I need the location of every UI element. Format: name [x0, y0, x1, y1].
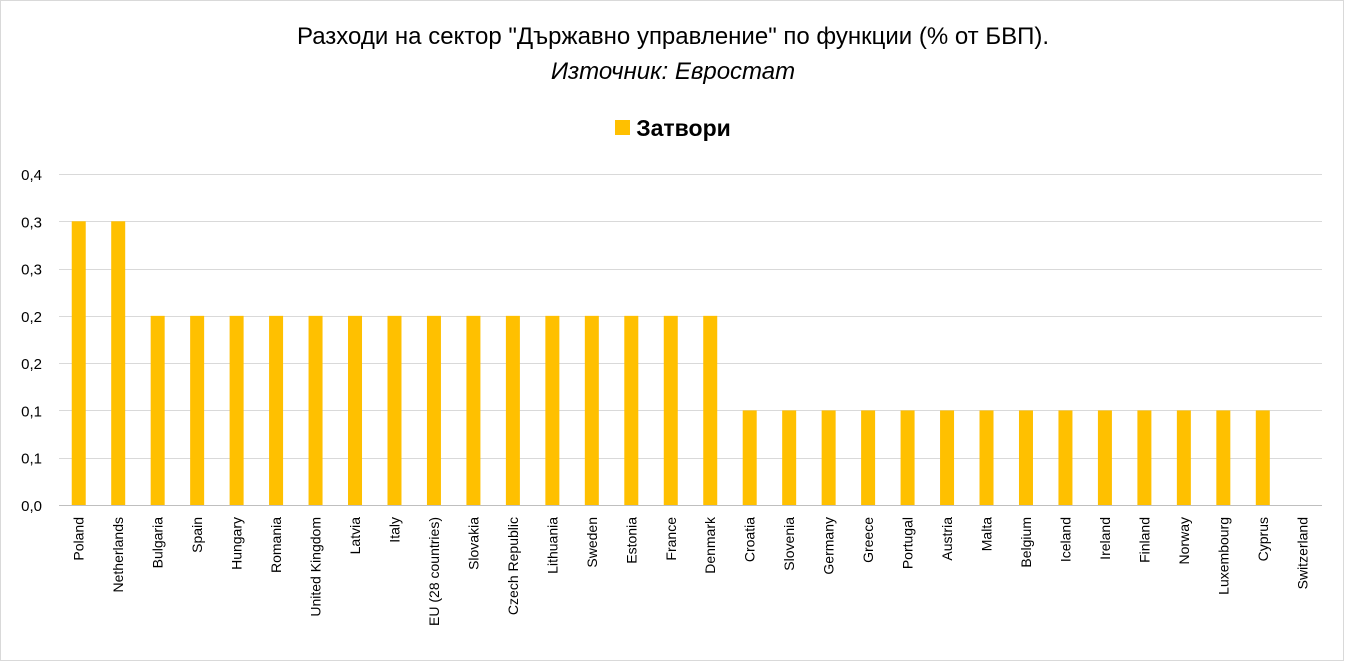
x-tick-label: Portugal [900, 517, 916, 569]
bar [861, 410, 876, 505]
x-tick-label: Ireland [1097, 517, 1113, 560]
x-tick-label: Finland [1136, 517, 1152, 563]
bar [1097, 410, 1112, 505]
y-tick-label: 0,0 [21, 498, 42, 515]
bar [150, 315, 165, 505]
bar [545, 315, 560, 505]
bar [979, 410, 994, 505]
bars [71, 221, 1270, 506]
bar [742, 410, 757, 505]
x-tick-label: Estonia [623, 517, 639, 564]
chart-subtitle: Източник: Евростат [550, 58, 796, 85]
bar [703, 315, 718, 505]
x-tick-label: Croatia [742, 517, 758, 562]
bar [190, 315, 205, 505]
x-tick-label: Austria [939, 517, 955, 561]
x-tick-label: Belgium [1018, 517, 1034, 568]
x-tick-label: Cyprus [1255, 517, 1271, 561]
y-axis-ticks: 0,0 0,1 0,1 0,2 0,2 0,3 0,3 0,4 [21, 167, 42, 515]
y-tick-label: 0,2 [21, 309, 42, 326]
bar [111, 221, 126, 506]
x-tick-label: Italy [386, 517, 402, 543]
x-tick-label: Norway [1176, 517, 1192, 564]
bar [1018, 410, 1033, 505]
y-tick-label: 0,4 [21, 167, 42, 184]
legend-swatch [615, 120, 631, 135]
bar [1058, 410, 1073, 505]
x-tick-label: United Kingdom [308, 517, 324, 617]
bar [782, 410, 797, 505]
x-axis-labels: Poland Netherlands Bulgaria Spain Hungary Rom… [71, 516, 1311, 626]
x-tick-label: France [663, 517, 679, 561]
bar [1255, 410, 1270, 505]
bar [466, 315, 481, 505]
x-tick-label: Sweden [584, 517, 600, 568]
bar [1176, 410, 1191, 505]
x-tick-label: Hungary [229, 517, 245, 570]
x-tick-label: Latvia [347, 517, 363, 555]
bar [1137, 410, 1152, 505]
y-tick-label: 0,3 [21, 262, 42, 279]
x-tick-label: Denmark [702, 516, 718, 574]
y-tick-label: 0,3 [21, 214, 42, 231]
x-tick-label: Czech Republic [505, 517, 521, 615]
x-tick-label: Slovakia [465, 517, 481, 570]
x-tick-label: Slovenia [781, 517, 797, 571]
bar [624, 315, 639, 505]
x-tick-label: Greece [860, 517, 876, 563]
chart-legend: Затвори [0, 115, 1346, 141]
bar [663, 315, 678, 505]
y-tick-label: 0,1 [21, 451, 42, 468]
x-tick-label: Iceland [1057, 517, 1073, 562]
x-tick-label: EU (28 countries) [426, 517, 442, 626]
x-tick-label: Poland [71, 517, 87, 561]
x-tick-label: Lithuania [544, 517, 560, 574]
x-tick-label: Luxembourg [1215, 517, 1231, 595]
x-tick-label: Malta [979, 517, 995, 551]
y-tick-label: 0,2 [21, 356, 42, 373]
bar [940, 410, 955, 505]
bar [1216, 410, 1231, 505]
y-tick-label: 0,1 [21, 403, 42, 420]
chart-title: Разходи на сектор "Държавно управление" … [297, 23, 1049, 50]
x-tick-label: Bulgaria [150, 517, 166, 569]
legend-label: Затвори [636, 115, 731, 141]
x-tick-label: Germany [821, 517, 837, 575]
bar [308, 315, 323, 505]
bar [348, 315, 363, 505]
bar [584, 315, 599, 505]
bar [821, 410, 836, 505]
bar [269, 315, 284, 505]
bar [505, 315, 520, 505]
bar [387, 315, 402, 505]
bar [229, 315, 244, 505]
x-tick-label: Netherlands [110, 517, 126, 593]
x-tick-label: Romania [268, 517, 284, 573]
x-tick-label: Spain [189, 517, 205, 553]
x-tick-label: Switzerland [1294, 517, 1310, 589]
gridlines [59, 174, 1322, 506]
bar [426, 315, 441, 505]
bar [71, 221, 86, 506]
bar [900, 410, 915, 505]
